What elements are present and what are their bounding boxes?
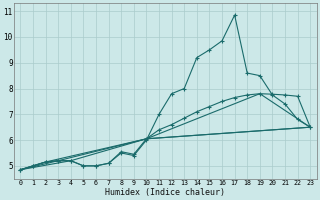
X-axis label: Humidex (Indice chaleur): Humidex (Indice chaleur) <box>105 188 225 197</box>
